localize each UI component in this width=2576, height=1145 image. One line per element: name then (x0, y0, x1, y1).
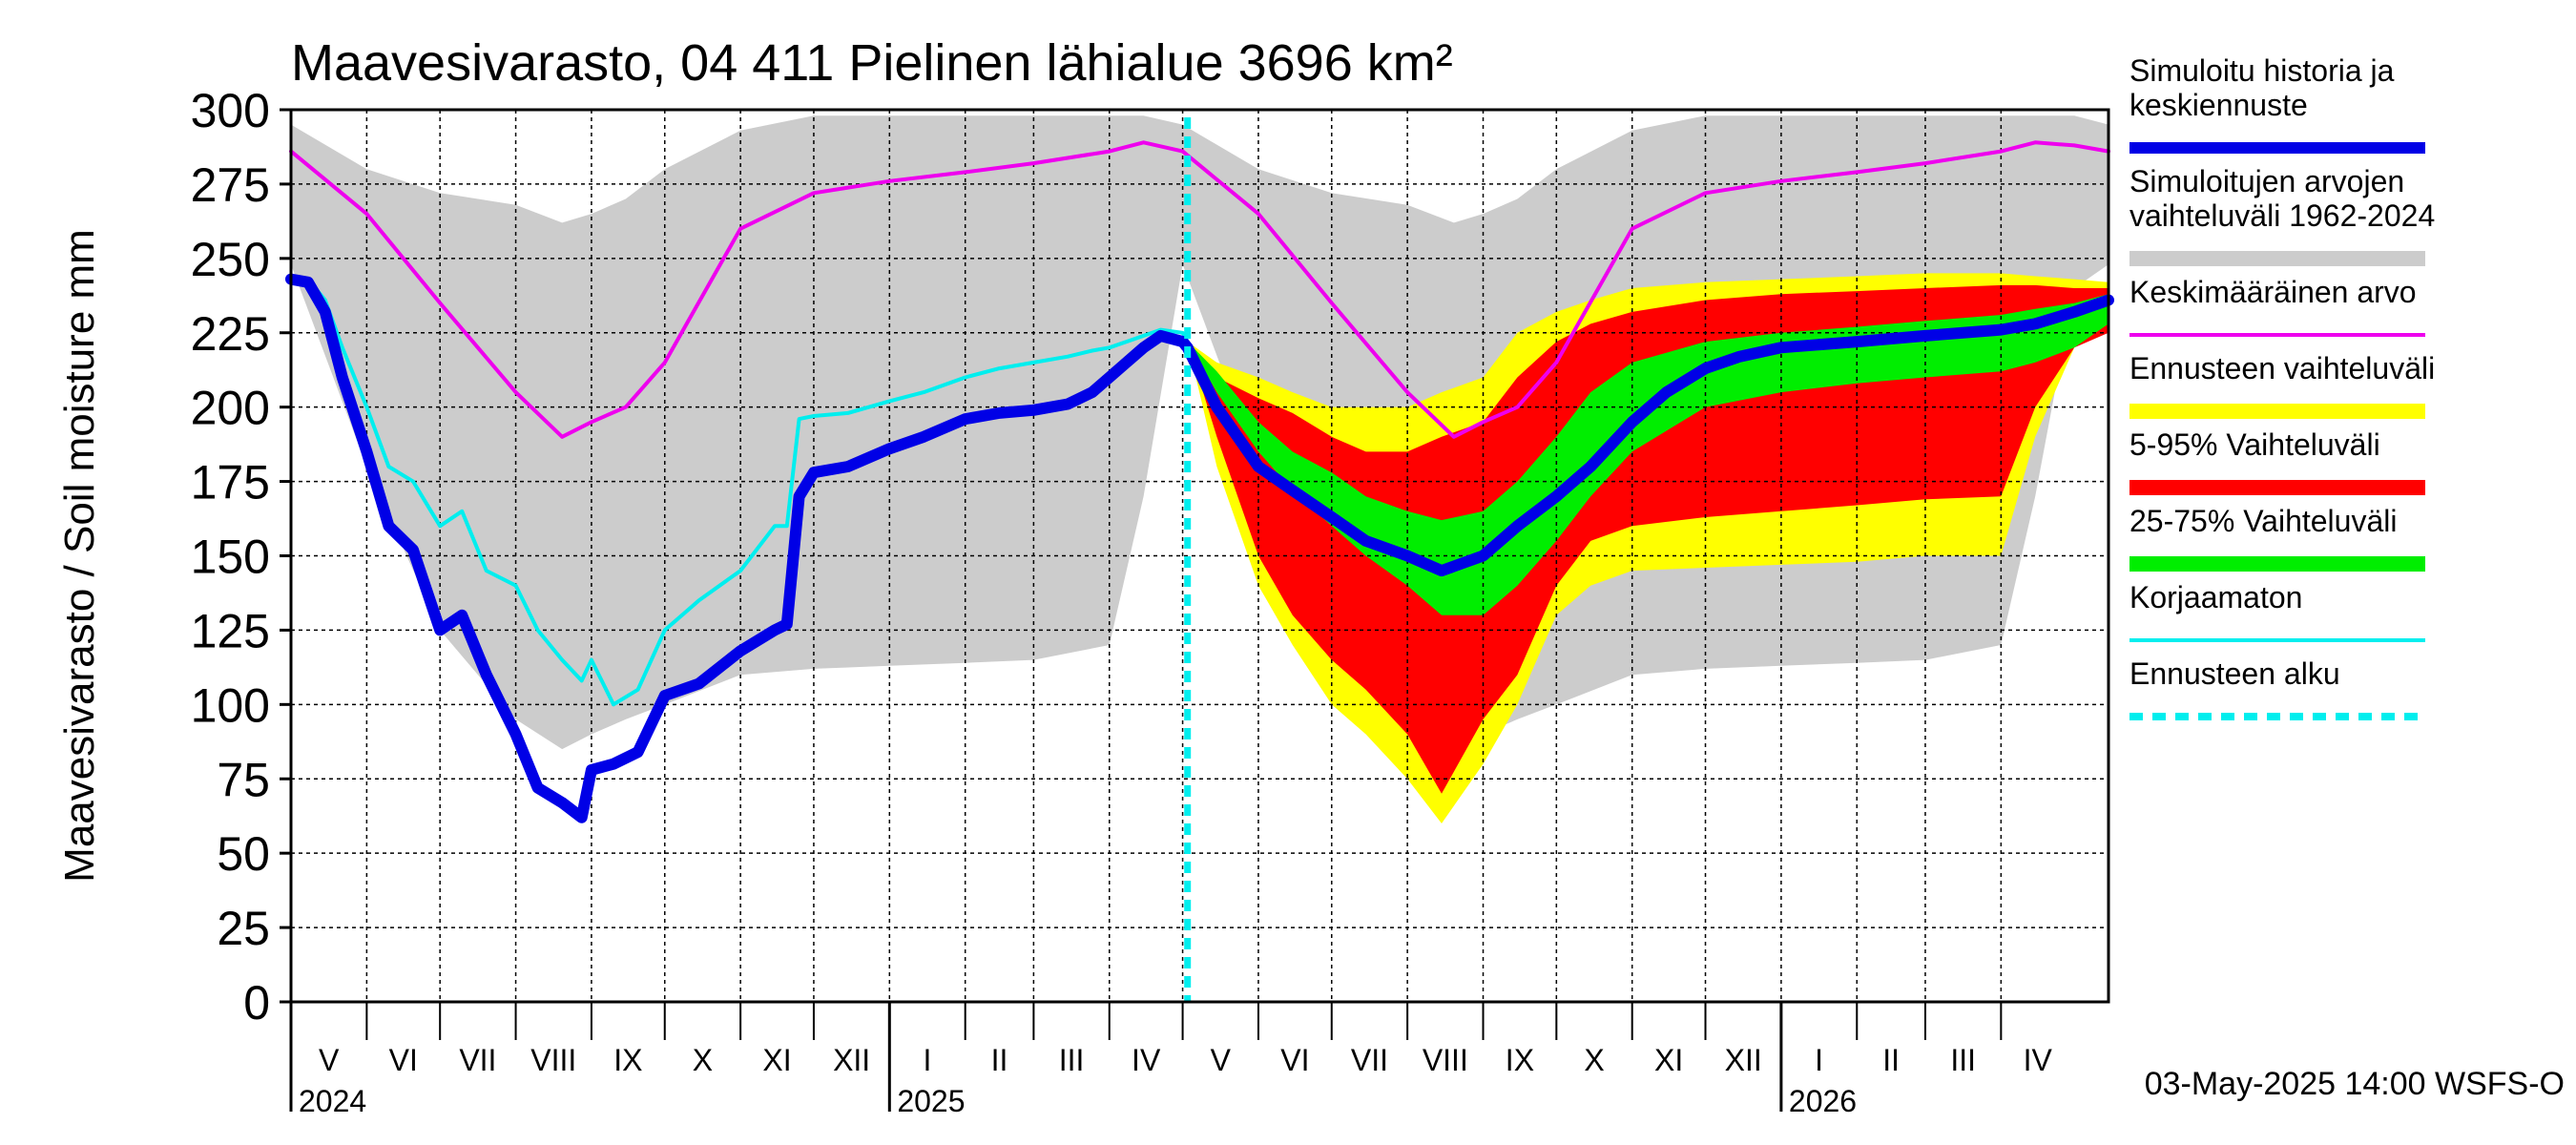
y-tick-label: 225 (191, 307, 270, 361)
line-keskim-r-inen-arvo (289, 140, 2110, 439)
month-label: VII (1351, 1043, 1388, 1077)
month-label: IX (1506, 1043, 1534, 1077)
month-label: IV (1132, 1043, 1161, 1077)
month-label: VIII (1423, 1043, 1468, 1077)
legend-label: Ennusteen alku (2129, 656, 2340, 691)
legend-item-5-95-vaihteluv-li: 5-95% Vaihteluväli (2129, 427, 2425, 495)
line-korjaamaton (289, 274, 1190, 707)
month-label: XI (762, 1043, 791, 1077)
month-label: XII (833, 1043, 870, 1077)
legend-label: Keskimääräinen arvo (2129, 275, 2417, 309)
month-label: V (319, 1043, 340, 1077)
month-label: X (693, 1043, 713, 1077)
line-simuloitu-historia-ja-keskiennuste (285, 273, 2114, 823)
footer-text: 03-May-2025 14:00 WSFS-O (2145, 1066, 2565, 1102)
legend-label: 25-75% Vaihteluväli (2129, 504, 2397, 538)
month-label: IV (2024, 1043, 2053, 1077)
y-tick-label: 100 (191, 678, 270, 732)
y-tick-label: 75 (217, 753, 270, 806)
month-label: X (1584, 1043, 1604, 1077)
lines-layer (285, 117, 2114, 1002)
month-label: III (1059, 1043, 1085, 1077)
year-label: 2024 (299, 1084, 366, 1118)
month-label: III (1950, 1043, 1976, 1077)
legend-swatch (2129, 251, 2425, 266)
month-label: V (1211, 1043, 1232, 1077)
month-label: II (991, 1043, 1008, 1077)
month-label: I (1815, 1043, 1823, 1077)
legend-label: vaihteluväli 1962-2024 (2129, 198, 2435, 233)
legend-item-25-75-vaihteluv-li: 25-75% Vaihteluväli (2129, 504, 2425, 572)
month-label: VI (1280, 1043, 1309, 1077)
month-label: XII (1725, 1043, 1762, 1077)
y-tick-label: 0 (243, 976, 270, 1030)
legend-item-ennusteen-vaihteluv-li: Ennusteen vaihteluväli (2129, 351, 2435, 419)
legend-label: Korjaamaton (2129, 580, 2302, 614)
y-tick-label: 175 (191, 456, 270, 510)
legend-item-ennusteen-alku: Ennusteen alku (2129, 656, 2425, 720)
y-tick-label: 125 (191, 604, 270, 657)
legend-item-korjaamaton: Korjaamaton (2129, 580, 2425, 642)
legend: Simuloitu historia jakeskiennusteSimuloi… (2129, 53, 2435, 720)
month-label: II (1882, 1043, 1900, 1077)
bands-layer (291, 115, 2109, 823)
legend-label: 5-95% Vaihteluväli (2129, 427, 2380, 462)
month-label: I (924, 1043, 932, 1077)
legend-swatch (2129, 556, 2425, 572)
grid-layer (291, 110, 2109, 1002)
legend-item-keskim-r-inen-arvo: Keskimääräinen arvo (2129, 275, 2425, 337)
y-tick-label: 250 (191, 233, 270, 286)
legend-label: keskiennuste (2129, 88, 2308, 122)
y-tick-label: 300 (191, 84, 270, 137)
legend-label: Simuloitu historia ja (2129, 53, 2395, 88)
band-25-75-vaihteluv-li (1187, 294, 2109, 615)
chart-title: Maavesivarasto, 04 411 Pielinen lähialue… (291, 34, 1453, 92)
y-tick-label: 200 (191, 382, 270, 435)
month-label: VII (459, 1043, 496, 1077)
y-axis-label: Maavesivarasto / Soil moisture mm (56, 229, 103, 883)
legend-swatch (2129, 404, 2425, 419)
band-5-95-vaihteluv-li (1187, 284, 2109, 794)
y-tick-label: 150 (191, 531, 270, 584)
year-label: 2026 (1789, 1084, 1857, 1118)
band-simuloitujen-arvojen-vaihteluv-li-1962-2024 (291, 115, 2109, 750)
month-label: VI (389, 1043, 418, 1077)
y-tick-label: 275 (191, 158, 270, 212)
month-label: IX (613, 1043, 642, 1077)
legend-label: Ennusteen vaihteluväli (2129, 351, 2435, 385)
month-label: VIII (530, 1043, 576, 1077)
y-tick-label: 25 (217, 902, 270, 955)
legend-swatch (2129, 480, 2425, 495)
y-tick-label: 50 (217, 827, 270, 881)
legend-label: Simuloitujen arvojen (2129, 164, 2404, 198)
month-label: XI (1654, 1043, 1683, 1077)
year-label: 2025 (897, 1084, 965, 1118)
